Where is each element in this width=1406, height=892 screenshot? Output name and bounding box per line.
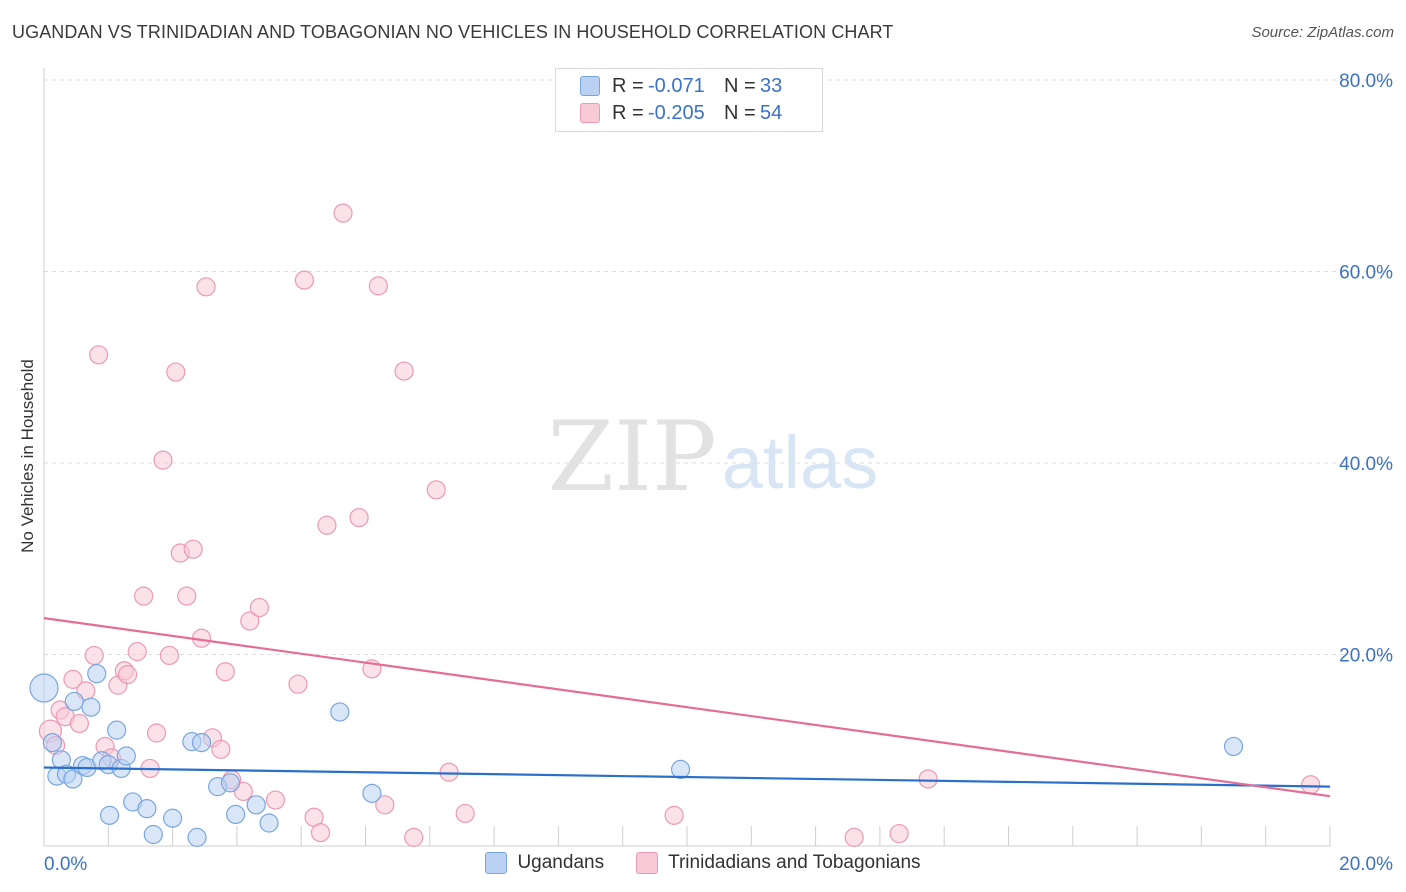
blue-data-point <box>116 746 136 766</box>
chart-title: UGANDAN VS TRINIDADIAN AND TOBAGONIAN NO… <box>12 22 894 42</box>
y-tick-label: 40.0% <box>1339 454 1393 475</box>
pink-data-point <box>69 713 89 734</box>
pink-data-point <box>183 539 203 559</box>
pink-data-point <box>249 597 270 618</box>
legend-swatch-pink <box>580 103 600 123</box>
pink-data-point <box>240 611 260 631</box>
blue-data-point <box>220 773 241 793</box>
blue-data-point <box>191 732 212 753</box>
pink-trend-line <box>43 617 1331 798</box>
tick-labels: 20.0% 40.0% 60.0% 80.0% 0.0% 20.0% <box>44 71 1393 875</box>
pink-data-point <box>310 822 331 843</box>
pink-data-point <box>211 739 231 759</box>
pink-data-point <box>333 203 353 223</box>
legend-swatch-blue <box>580 76 600 96</box>
blue-data-point <box>163 808 183 828</box>
blue-data-point <box>226 804 246 825</box>
blue-data-point <box>29 673 59 703</box>
pink-data-point <box>196 277 216 297</box>
pink-data-point <box>294 270 315 290</box>
pink-data-point <box>146 723 167 743</box>
legend-swatch-pink <box>636 852 659 874</box>
trend-lines <box>43 617 1331 798</box>
blue-data-point <box>87 664 107 684</box>
legend-row-ugandans: R = -0.071 N = 33 <box>580 73 782 99</box>
legend-item-ugandans[interactable]: Ugandans <box>485 852 604 874</box>
pink-data-point <box>368 276 388 296</box>
n-label: N = <box>724 101 756 124</box>
blue-data-point <box>246 795 266 815</box>
pink-data-point <box>455 803 475 824</box>
blue-data-point <box>1223 736 1244 757</box>
legend-label: Ugandans <box>517 852 605 873</box>
pink-data-point <box>159 645 179 666</box>
n-value: 33 <box>760 74 783 97</box>
legend-label: Trinidadians and Tobagonians <box>668 852 921 873</box>
blue-data-point <box>107 720 127 740</box>
blue-data-point <box>99 805 120 825</box>
pink-data-point <box>426 480 446 500</box>
pink-data-point <box>317 515 337 535</box>
pink-data-point <box>153 450 173 470</box>
pink-data-point <box>63 669 83 689</box>
blue-data-point <box>670 759 691 780</box>
x-tick-label: 20.0% <box>1339 854 1393 875</box>
legend-item-trinidadians[interactable]: Trinidadians and Tobagonians <box>636 852 921 874</box>
blue-data-point <box>81 697 101 717</box>
r-value: -0.205 <box>648 101 705 124</box>
pink-data-point <box>117 665 138 685</box>
pink-data-point <box>1301 775 1321 795</box>
blue-data-point <box>137 799 157 819</box>
y-tick-label: 60.0% <box>1339 263 1393 284</box>
pink-data-point <box>84 645 104 666</box>
pink-series-points <box>38 203 1321 847</box>
blue-data-point <box>330 702 350 722</box>
pink-data-point <box>134 586 154 606</box>
blue-data-point <box>42 732 62 753</box>
pink-data-point <box>375 795 395 815</box>
r-label: R = <box>612 101 644 124</box>
source-label: Source: ZipAtlas.com <box>1251 24 1394 41</box>
pink-data-point <box>664 805 684 825</box>
pink-data-point <box>918 769 938 789</box>
pink-data-point <box>127 642 147 662</box>
n-label: N = <box>724 74 756 97</box>
x-tick-label: 0.0% <box>44 854 87 875</box>
watermark: ZIP atlas <box>547 401 878 513</box>
r-label: R = <box>612 74 644 97</box>
pink-data-point <box>166 362 186 382</box>
blue-data-point <box>143 824 163 845</box>
pink-data-point <box>89 345 109 365</box>
pink-data-point <box>177 586 197 606</box>
watermark-zip: ZIP <box>547 401 716 513</box>
series-legend: Ugandans Trinidadians and Tobagonians <box>0 852 1406 874</box>
blue-series-points <box>29 664 1244 847</box>
watermark-atlas: atlas <box>722 421 878 504</box>
pink-data-point <box>889 823 909 844</box>
blue-data-point <box>259 813 279 833</box>
correlation-legend: R = -0.071 N = 33 R = -0.205 N = 54 <box>555 68 823 132</box>
pink-data-point <box>215 662 235 682</box>
gridlines <box>44 79 1392 655</box>
blue-data-point <box>362 783 382 803</box>
pink-data-point <box>394 361 414 381</box>
pink-data-point <box>349 507 369 528</box>
blue-data-point <box>187 827 207 847</box>
pink-data-point <box>288 674 308 694</box>
n-value: 54 <box>760 101 783 124</box>
y-tick-label: 20.0% <box>1339 646 1393 667</box>
blue-data-point <box>63 769 83 789</box>
pink-data-point <box>844 827 864 847</box>
pink-data-point <box>404 827 424 847</box>
blue-trend-line <box>43 766 1331 788</box>
legend-row-trinidadians: R = -0.205 N = 54 <box>580 100 782 126</box>
blue-data-point <box>64 691 84 712</box>
y-tick-label: 80.0% <box>1339 71 1393 92</box>
axes <box>43 68 1331 847</box>
pink-data-point <box>265 790 286 810</box>
legend-swatch-blue <box>485 852 508 874</box>
r-value: -0.071 <box>648 74 705 97</box>
pink-data-point <box>439 762 459 782</box>
